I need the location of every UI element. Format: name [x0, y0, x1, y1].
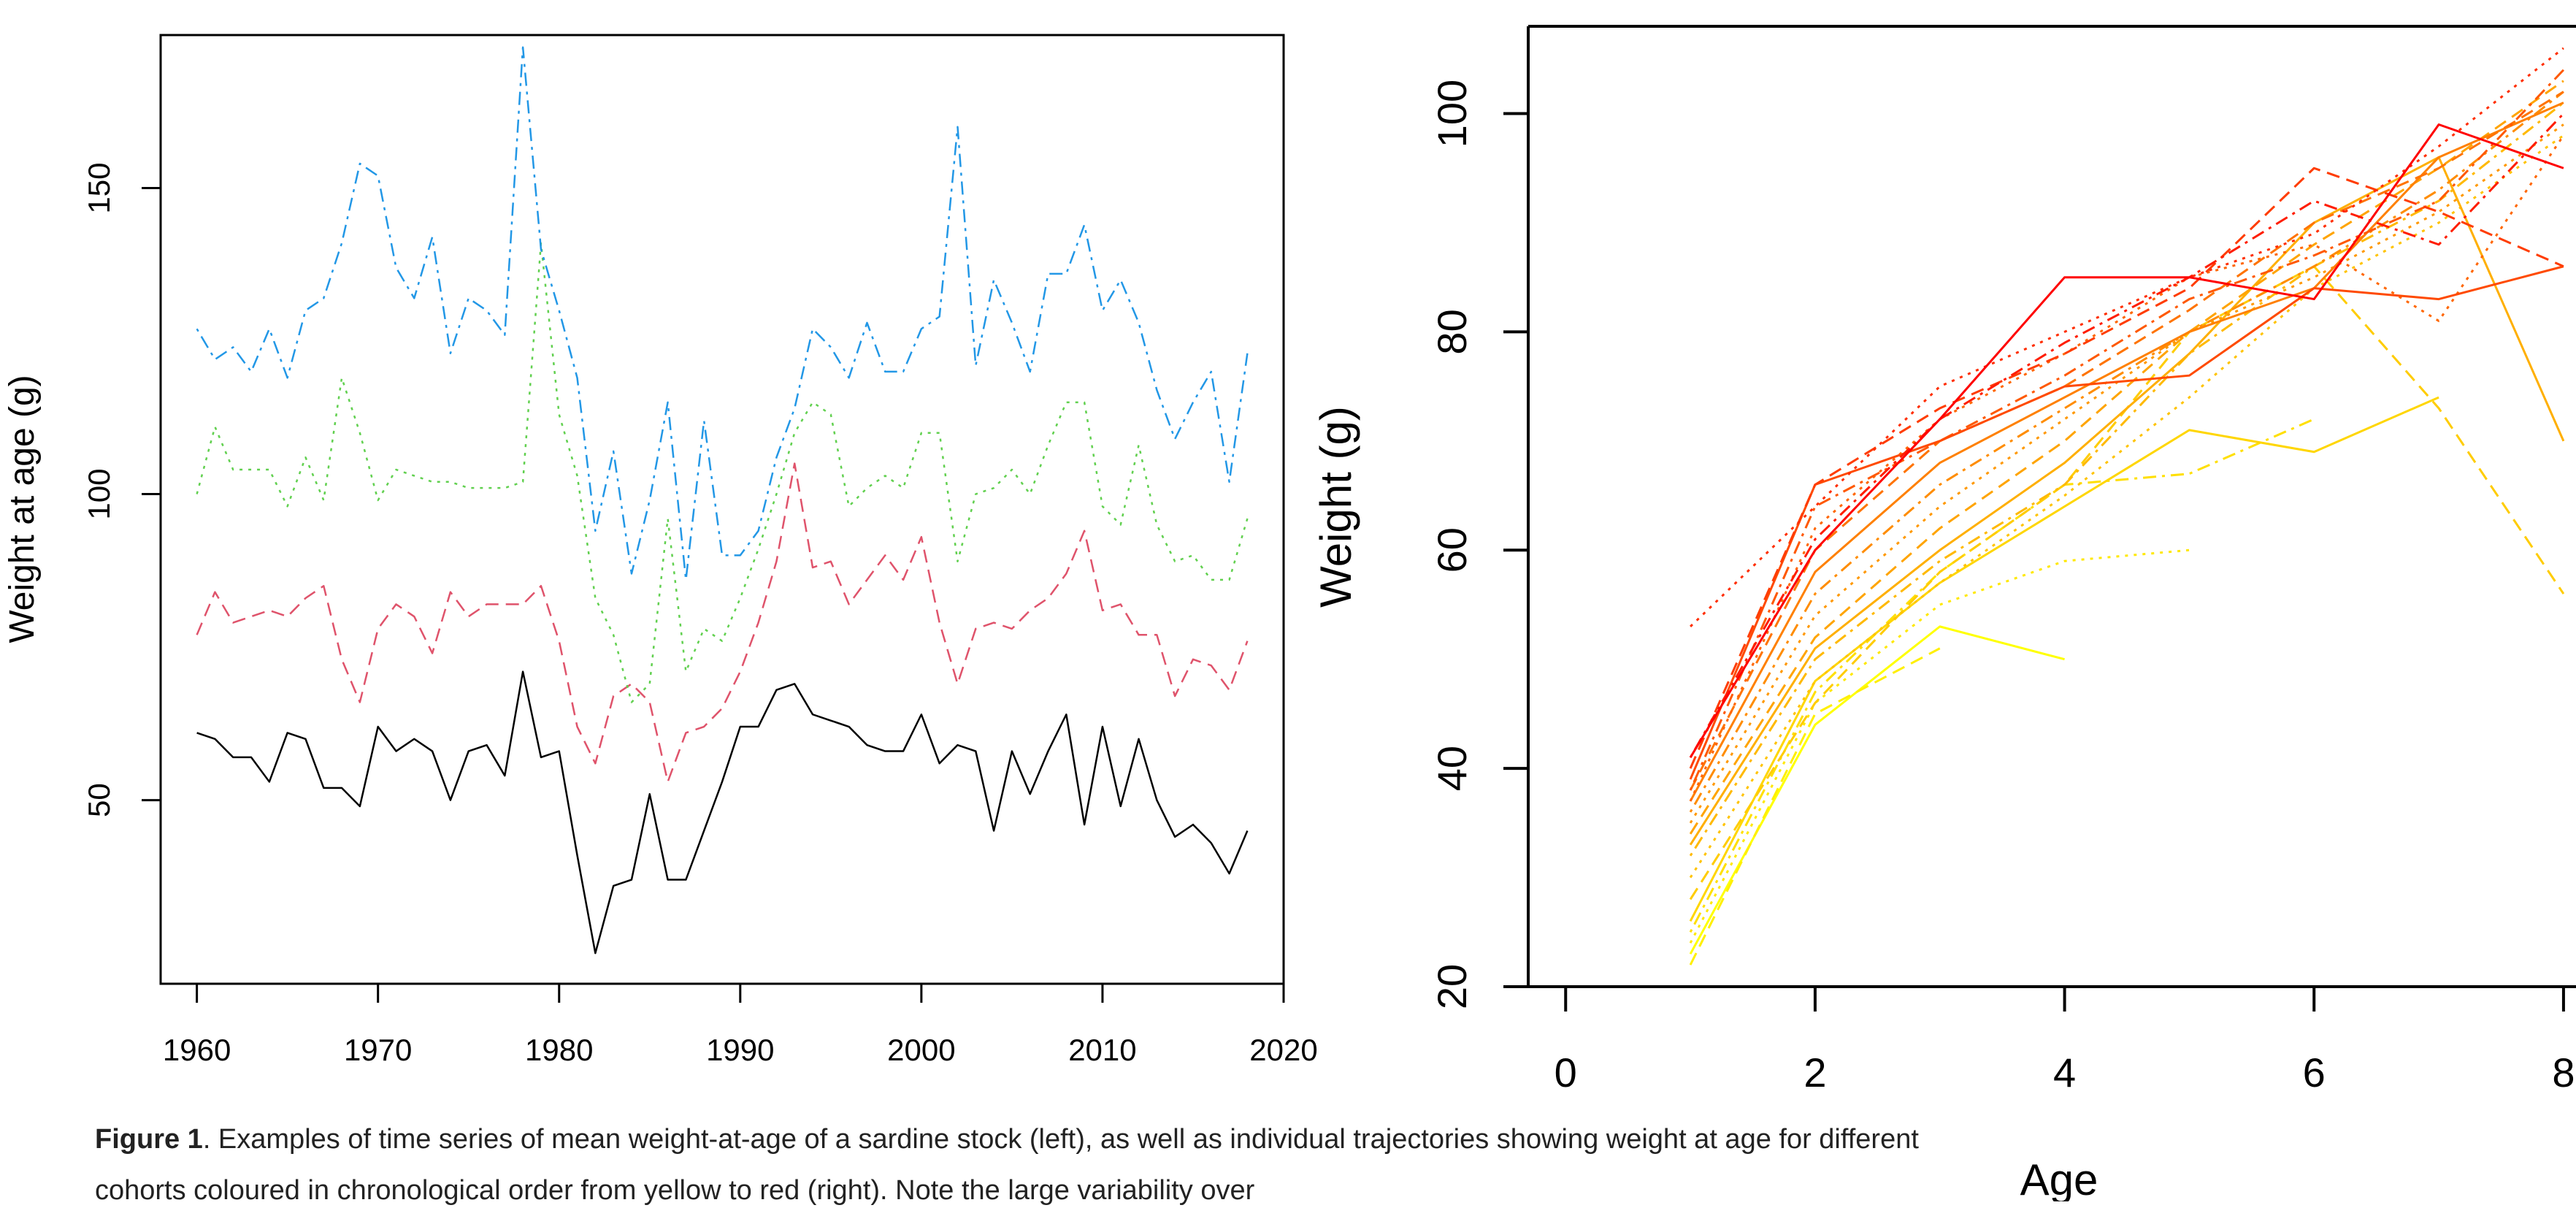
chart1-series-17-line [1689, 167, 2564, 769]
chart1-series-20-line [1689, 123, 2564, 758]
chart0-y-tick-label: 150 [82, 162, 116, 213]
chart1-x-tick-label: 8 [2552, 1049, 2575, 1095]
chart1-series-19-line [1689, 112, 2565, 758]
right-chart: 0 2 4 6 8 20 40 60 80 100 Weight (g) Age [1311, 25, 2576, 1201]
chart1-series-4-line [1689, 396, 2439, 922]
caption-label: Figure 1 [95, 1124, 203, 1155]
right-series-group [1689, 47, 2565, 965]
chart1-series-9-line [1689, 80, 2564, 835]
chart1-y-tick-label: 100 [1429, 80, 1475, 148]
chart1-series-3-line [1689, 418, 2315, 933]
chart0-x-tick-label: 1960 [163, 1033, 231, 1067]
chart0-x-tick-label: 1980 [525, 1033, 593, 1067]
chart0-x-tick-label: 1970 [344, 1033, 412, 1067]
chart0-y-tick-label: 50 [82, 783, 116, 817]
right-x-axis-label: Age [2020, 1155, 2098, 1201]
chart0-x-tick-label: 2020 [1249, 1033, 1317, 1067]
left-y-axis-label: Weight at age (g) [3, 375, 42, 643]
chart1-x-tick-label: 2 [1803, 1049, 1826, 1095]
left-y-axis: 50 100 150 [82, 162, 162, 817]
chart1-series-15-line [1689, 69, 2565, 791]
chart1-y-tick-label: 60 [1429, 527, 1475, 573]
chart1-x-tick-label: 4 [2053, 1049, 2076, 1095]
chart1-series-8-line [1689, 156, 2565, 846]
right-plot-frame [1527, 26, 2576, 988]
left-x-axis: 1960 1970 1980 1990 2000 2010 2020 [163, 982, 1318, 1067]
right-y-axis-label: Weight (g) [1311, 406, 1360, 608]
left-series-group [196, 46, 1249, 955]
left-plot-frame [159, 34, 1285, 985]
right-x-axis: 0 2 4 6 8 [1555, 985, 2575, 1095]
chart0-series-2-line [196, 242, 1249, 703]
chart1-series-0-line [1689, 625, 2065, 955]
chart1-series-11-line [1689, 91, 2564, 813]
chart0-series-1-line [196, 462, 1249, 783]
left-chart: 1960 1970 1980 1990 2000 2010 2020 50 100 150 We… [3, 34, 1318, 1067]
chart1-series-1-line [1689, 647, 1941, 965]
chart0-x-tick-label: 2000 [887, 1033, 955, 1067]
chart0-series-3-line [196, 46, 1249, 581]
chart1-y-tick-label: 20 [1429, 964, 1475, 1009]
chart0-x-tick-label: 1990 [706, 1033, 774, 1067]
chart1-y-tick-label: 40 [1429, 746, 1475, 791]
chart0-y-tick-label: 100 [82, 469, 116, 520]
caption-text: . Examples of time series of mean weight… [95, 1124, 1919, 1206]
chart0-x-tick-label: 2010 [1068, 1033, 1136, 1067]
chart1-series-12-line [1689, 102, 2564, 802]
chart1-x-tick-label: 0 [1555, 1049, 1577, 1095]
chart1-x-tick-label: 6 [2303, 1049, 2326, 1095]
chart0-series-0-line [196, 670, 1249, 955]
chart1-series-13-line [1689, 91, 2564, 791]
chart1-series-10-line [1689, 123, 2564, 824]
chart1-series-2-line [1689, 548, 2190, 944]
chart1-series-6-line [1689, 134, 2564, 879]
figure-caption: Figure 1. Examples of time series of mea… [95, 1114, 1964, 1216]
chart1-series-18-line [1690, 47, 2564, 627]
chart1-y-tick-label: 80 [1429, 309, 1475, 354]
right-y-axis: 20 40 60 80 100 [1429, 80, 1530, 1009]
chart1-series-7-line [1689, 102, 2564, 857]
chart1-series-16-line [1689, 265, 2564, 780]
chart1-series-5-line [1689, 265, 2565, 900]
